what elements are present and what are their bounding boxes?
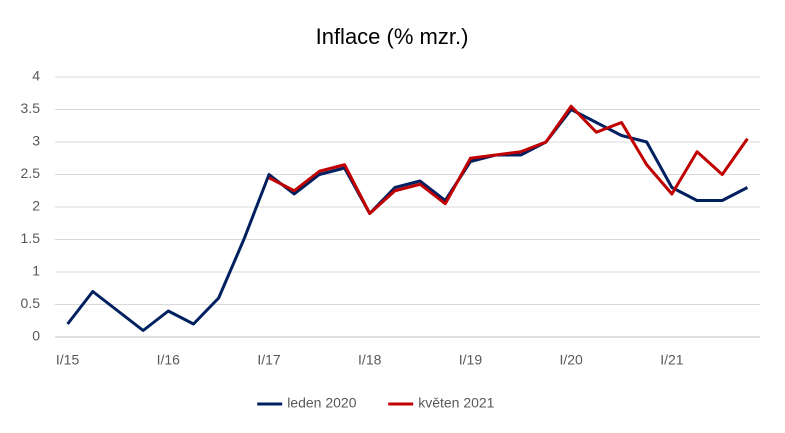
y-tick-label: 1	[32, 263, 40, 279]
legend-label: květen 2021	[418, 395, 494, 411]
y-tick-label: 3	[32, 133, 40, 149]
x-tick-label: I/20	[559, 352, 583, 368]
y-tick-label: 2.5	[21, 165, 41, 181]
x-tick-label: I/15	[56, 352, 80, 368]
x-tick-label: I/16	[157, 352, 181, 368]
x-tick-label: I/18	[358, 352, 382, 368]
x-tick-label: I/21	[660, 352, 684, 368]
y-tick-label: 1.5	[21, 230, 41, 246]
chart-title: Inflace (% mzr.)	[316, 24, 469, 49]
series-line	[66, 108, 749, 332]
y-tick-label: 2	[32, 198, 40, 214]
x-tick-label: I/17	[257, 352, 281, 368]
y-tick-label: 4	[32, 68, 40, 84]
series-line	[268, 104, 749, 215]
y-tick-label: 0	[32, 328, 40, 344]
legend-label: leden 2020	[287, 395, 357, 411]
x-tick-label: I/19	[459, 352, 483, 368]
y-tick-label: 3.5	[21, 100, 41, 116]
y-tick-label: 0.5	[21, 295, 41, 311]
